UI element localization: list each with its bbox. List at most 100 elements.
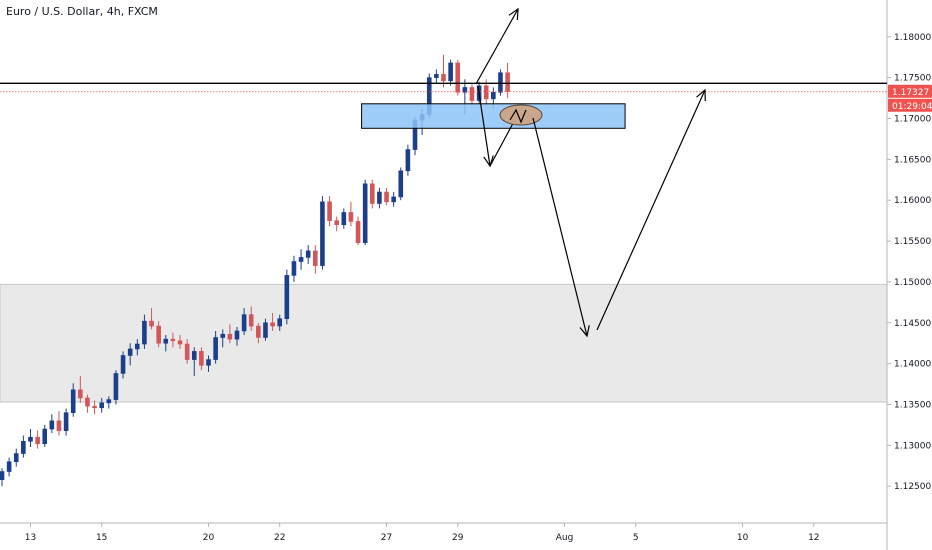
candle-body bbox=[498, 72, 503, 93]
candle bbox=[42, 424, 48, 448]
candle-body bbox=[348, 212, 354, 222]
candle bbox=[106, 396, 112, 409]
candle-body bbox=[106, 399, 112, 404]
candle-body bbox=[241, 314, 247, 332]
candle-body bbox=[6, 461, 12, 472]
candle bbox=[78, 375, 83, 403]
candle-body bbox=[199, 351, 204, 366]
price-axis: 1.18000 1.17500 1.17000 1.16500 1.16000 1.155… bbox=[887, 33, 931, 492]
candle bbox=[469, 84, 475, 106]
candle-body bbox=[113, 373, 119, 400]
candle bbox=[6, 457, 12, 477]
up-arrow bbox=[475, 7, 519, 85]
candle-body bbox=[227, 333, 233, 340]
candle-body bbox=[291, 261, 297, 276]
candle-body bbox=[434, 74, 439, 78]
y-tick-label: 1.15000 bbox=[894, 278, 931, 288]
candle bbox=[127, 343, 133, 366]
candle-body bbox=[362, 183, 368, 244]
candle-body bbox=[462, 87, 468, 93]
candle bbox=[85, 394, 90, 413]
candle-body bbox=[234, 330, 240, 340]
candle bbox=[313, 245, 318, 274]
candle bbox=[341, 208, 347, 229]
candle-body bbox=[483, 85, 489, 100]
candle-body bbox=[455, 62, 461, 93]
candle-body bbox=[85, 397, 90, 407]
candle bbox=[362, 179, 368, 246]
candle-body bbox=[70, 389, 76, 413]
x-tick-label: 29 bbox=[452, 533, 464, 543]
candle-body bbox=[78, 389, 83, 399]
candle bbox=[149, 308, 154, 330]
candle-body bbox=[391, 196, 396, 203]
rally-arrow-head bbox=[696, 88, 706, 102]
candle-body bbox=[56, 420, 62, 431]
candle bbox=[434, 69, 439, 85]
y-tick-label: 1.15500 bbox=[894, 237, 931, 247]
candle bbox=[398, 167, 404, 201]
candle-body bbox=[99, 402, 104, 409]
candle-body bbox=[142, 320, 147, 345]
candle bbox=[277, 314, 283, 331]
candle bbox=[21, 435, 26, 458]
candle-body bbox=[49, 420, 55, 430]
candle-body bbox=[284, 275, 290, 320]
candle bbox=[377, 187, 382, 209]
gray-zone bbox=[0, 283, 888, 403]
down-arrow-line bbox=[477, 85, 491, 167]
x-tick-label: Aug bbox=[556, 533, 574, 543]
candle-body bbox=[469, 87, 475, 101]
candle bbox=[355, 216, 361, 246]
y-tick-label: 1.13500 bbox=[894, 401, 931, 411]
candle bbox=[206, 355, 211, 372]
candle-body bbox=[305, 250, 311, 258]
candle bbox=[441, 54, 446, 88]
y-tick-label: 1.16500 bbox=[894, 155, 931, 165]
x-tick-label: 20 bbox=[203, 533, 215, 543]
candle-body bbox=[213, 337, 218, 360]
candle bbox=[369, 179, 375, 209]
candle-body bbox=[149, 320, 154, 327]
candle-body bbox=[63, 412, 69, 431]
candle-body bbox=[163, 338, 169, 344]
candle bbox=[49, 414, 55, 434]
candle-body bbox=[248, 314, 254, 327]
candle bbox=[56, 411, 62, 436]
levels-layer bbox=[0, 82, 887, 93]
candle-body bbox=[206, 359, 211, 366]
candle-body bbox=[441, 74, 446, 82]
y-tick-label: 1.18000 bbox=[894, 33, 931, 43]
candle-body bbox=[384, 191, 389, 203]
up-arrow-line bbox=[475, 8, 519, 85]
candle-body bbox=[298, 257, 304, 262]
candle bbox=[92, 400, 97, 415]
candle bbox=[327, 196, 332, 227]
y-tick-label: 1.12500 bbox=[894, 482, 931, 492]
candle-body bbox=[177, 340, 183, 345]
candle bbox=[28, 429, 33, 448]
y-tick-label: 1.14500 bbox=[894, 319, 931, 329]
drop-arrow bbox=[532, 117, 590, 338]
candle-body bbox=[491, 92, 496, 100]
candle bbox=[498, 69, 503, 96]
candle bbox=[70, 383, 76, 417]
candle bbox=[334, 216, 339, 232]
candle bbox=[284, 269, 290, 325]
candle bbox=[305, 245, 311, 264]
candle bbox=[455, 59, 461, 96]
candle bbox=[191, 347, 197, 376]
candle bbox=[134, 339, 140, 356]
candle-body bbox=[398, 170, 404, 198]
price-tags: 1.17327 01:29:04 bbox=[888, 84, 932, 112]
candle bbox=[142, 314, 147, 349]
x-tick-label: 27 bbox=[381, 533, 392, 543]
candle-body bbox=[369, 183, 375, 204]
y-tick-label: 1.17000 bbox=[894, 114, 931, 124]
candle-body bbox=[270, 322, 275, 327]
candle bbox=[177, 335, 183, 349]
candle-body bbox=[170, 338, 176, 342]
countdown-label: 01:29:04 bbox=[892, 102, 932, 112]
candle bbox=[348, 201, 354, 227]
